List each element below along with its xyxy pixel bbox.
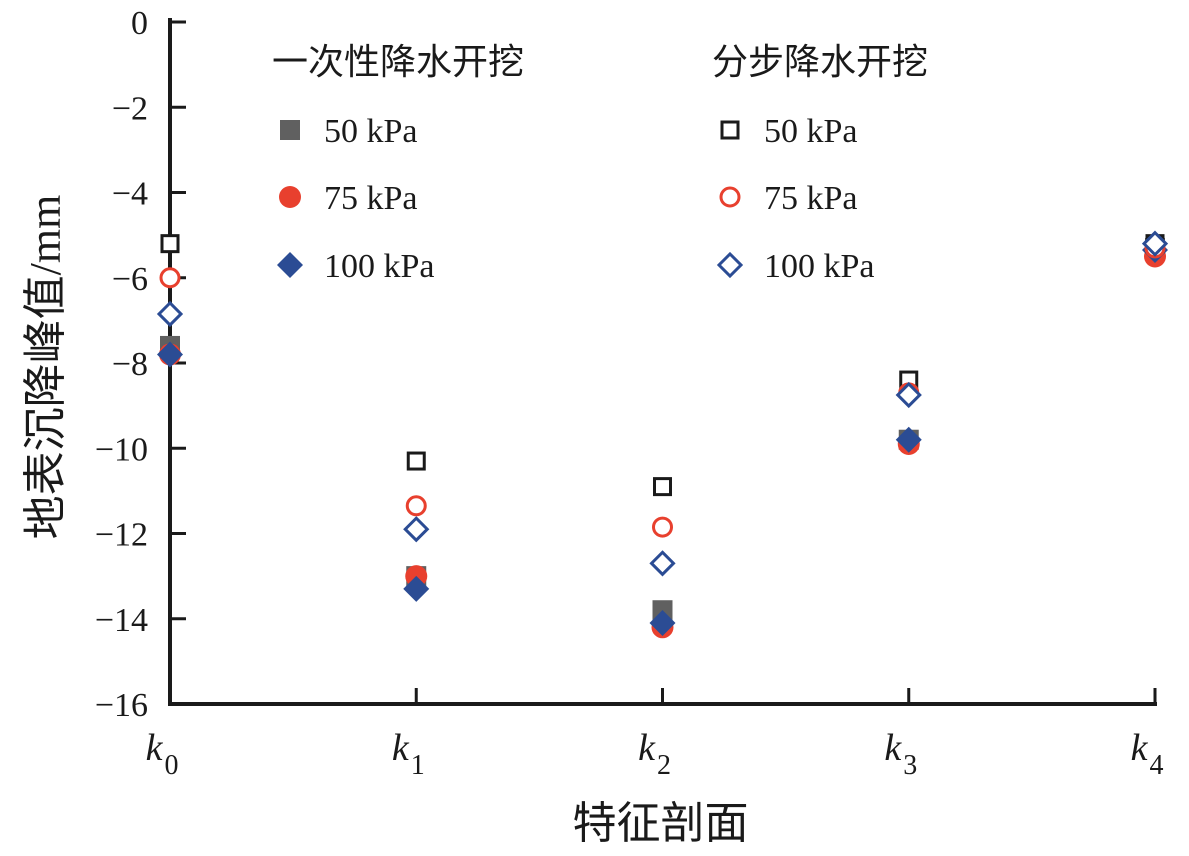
data-point <box>160 234 180 254</box>
series-onetime-75kpa <box>159 245 1166 639</box>
y-tick-label: −16 <box>95 687 148 724</box>
legend-marker <box>720 120 740 140</box>
x-tick-label-base: k <box>146 727 164 769</box>
data-marks <box>156 230 1169 639</box>
data-point <box>652 516 673 538</box>
legend-label: 75 kPa <box>764 180 858 217</box>
legend-label: 100 kPa <box>764 248 875 285</box>
legend-item: 75 kPa <box>719 180 858 217</box>
legend-label: 50 kPa <box>324 113 418 150</box>
legend-marker <box>279 186 301 208</box>
legend-item: 100 kPa <box>277 248 435 285</box>
data-point <box>406 451 426 471</box>
data-point <box>649 550 676 577</box>
y-tick-label: −2 <box>112 90 148 127</box>
y-tick-label: 0 <box>131 5 148 42</box>
x-tick-label-sub: 2 <box>657 750 671 781</box>
data-point <box>895 426 922 453</box>
x-tick-label: k4 <box>1131 727 1164 781</box>
legend-marker <box>277 252 303 278</box>
data-point <box>159 267 181 289</box>
x-tick-label-sub: 3 <box>903 750 917 781</box>
series-stepwise-50kpa <box>160 234 1165 497</box>
data-point <box>1141 230 1169 257</box>
data-point <box>653 477 672 497</box>
legend-marker <box>719 186 741 208</box>
x-tick-label: k1 <box>392 727 425 781</box>
x-tick-label-sub: 1 <box>411 750 425 781</box>
x-tick-label: k0 <box>146 727 179 781</box>
legend-marker <box>280 120 300 140</box>
legend-item: 100 kPa <box>716 248 875 285</box>
data-point <box>157 341 183 368</box>
y-tick-label: −10 <box>95 431 148 468</box>
x-axis-title: 特征剖面 <box>573 799 749 848</box>
legend-label: 100 kPa <box>324 248 435 285</box>
legend-label: 50 kPa <box>764 113 858 150</box>
data-point <box>649 610 676 637</box>
x-tick-label: k2 <box>638 727 671 781</box>
legend-group-title: 分步降水开挖 <box>712 42 928 82</box>
y-tick-label: −8 <box>112 346 148 383</box>
y-tick-label: −12 <box>95 517 148 554</box>
y-axis-title: 地表沉降峰值/mm <box>21 195 70 540</box>
x-tick-label-sub: 0 <box>164 750 178 781</box>
data-point <box>156 300 184 328</box>
x-tick-label-base: k <box>1131 727 1149 769</box>
x-tick-label: k3 <box>884 727 917 781</box>
x-tick-label-base: k <box>884 727 902 769</box>
x-tick-label-base: k <box>638 727 656 769</box>
legend-marker <box>716 251 744 279</box>
series-stepwise-100kpa <box>156 230 1169 577</box>
legend-label: 75 kPa <box>324 180 418 217</box>
data-point <box>403 575 430 602</box>
data-point <box>405 495 427 517</box>
legend-item: 50 kPa <box>280 113 418 150</box>
legend-group-title: 一次性降水开挖 <box>272 42 524 82</box>
x-tick-label-base: k <box>392 727 410 769</box>
y-tick-label: −6 <box>112 261 148 298</box>
data-point <box>895 381 922 409</box>
legend-item: 75 kPa <box>279 180 418 217</box>
legend: 一次性降水开挖 分步降水开挖 50 kPa 75 kPa 100 kPa 50 kPa 75… <box>272 42 928 285</box>
data-point <box>403 516 430 543</box>
y-tick-label: −4 <box>112 176 148 213</box>
x-tick-label-sub: 4 <box>1149 750 1163 781</box>
legend-item: 50 kPa <box>720 113 858 150</box>
y-tick-label: −14 <box>95 602 148 639</box>
